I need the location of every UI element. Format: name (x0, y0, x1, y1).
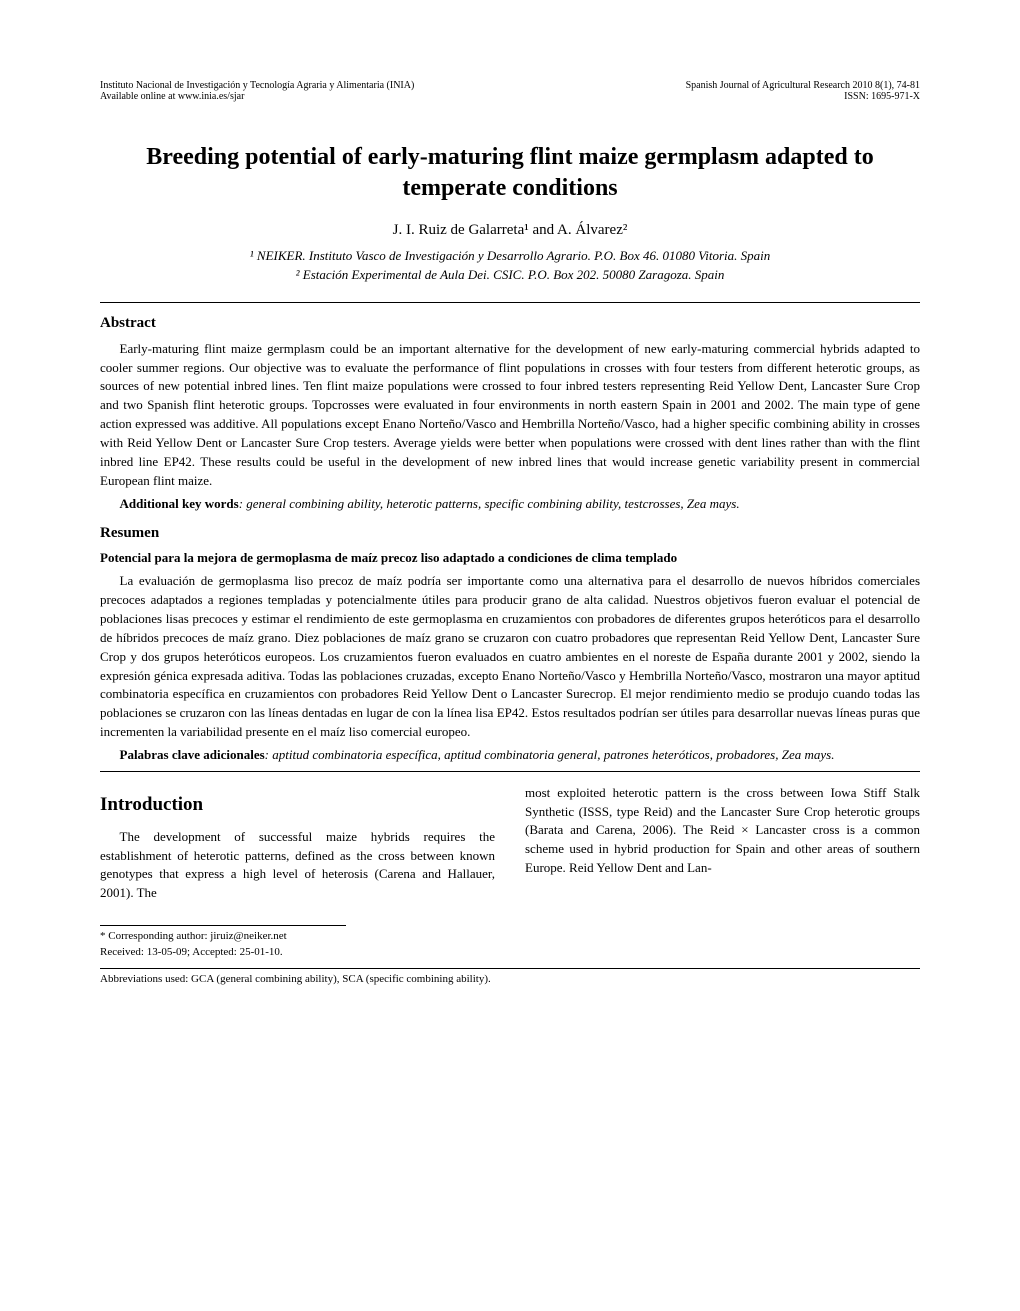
header-right: Spanish Journal of Agricultural Research… (686, 80, 920, 102)
paper-title: Breeding potential of early-maturing fli… (100, 142, 920, 204)
top-rule (100, 302, 920, 303)
resumen-keywords: Palabras clave adicionales: aptitud comb… (100, 746, 920, 765)
resumen-heading: Resumen (100, 525, 920, 542)
abstract-para: Early-maturing flint maize germplasm cou… (100, 340, 920, 491)
abstract-keywords-text: : general combining ability, heterotic p… (239, 496, 740, 511)
affiliations: ¹ NEIKER. Instituto Vasco de Investigaci… (100, 247, 920, 283)
resumen-subheading: Potencial para la mejora de germoplasma … (100, 550, 920, 566)
affiliation-2: ² Estación Experimental de Aula Dei. CSI… (100, 266, 920, 284)
abstract-keywords: Additional key words: general combining … (100, 495, 920, 514)
abbreviations: Abbreviations used: GCA (general combini… (100, 972, 920, 987)
intro-para-right: most exploited heterotic pattern is the … (525, 784, 920, 878)
abstract-heading: Abstract (100, 315, 920, 332)
journal-line: Spanish Journal of Agricultural Research… (686, 80, 920, 91)
resumen-para: La evaluación de germoplasma liso precoz… (100, 572, 920, 742)
intro-col-left: Introduction The development of successf… (100, 784, 495, 907)
page-header: Instituto Nacional de Investigación y Te… (100, 80, 920, 102)
resumen-keywords-text: : aptitud combinatoria específica, aptit… (265, 747, 835, 762)
header-left: Instituto Nacional de Investigación y Te… (100, 80, 414, 102)
issn-line: ISSN: 1695-971-X (686, 91, 920, 102)
footer-rule-2 (100, 968, 920, 969)
intro-heading: Introduction (100, 794, 495, 816)
intro-col-right: most exploited heterotic pattern is the … (525, 784, 920, 907)
intro-columns: Introduction The development of successf… (100, 784, 920, 907)
corresponding-author: * Corresponding author: jiruiz@neiker.ne… (100, 929, 920, 944)
intro-para-left: The development of successful maize hybr… (100, 828, 495, 903)
authors: J. I. Ruiz de Galarreta¹ and A. Álvarez² (100, 222, 920, 239)
abstract-keywords-label: Additional key words (120, 496, 239, 511)
middle-rule (100, 771, 920, 772)
footer-rule-1 (100, 925, 346, 926)
institute-line: Instituto Nacional de Investigación y Te… (100, 80, 414, 91)
online-line: Available online at www.inia.es/sjar (100, 91, 414, 102)
received-accepted: Received: 13-05-09; Accepted: 25-01-10. (100, 945, 920, 960)
resumen-keywords-label: Palabras clave adicionales (120, 747, 265, 762)
affiliation-1: ¹ NEIKER. Instituto Vasco de Investigaci… (100, 247, 920, 265)
